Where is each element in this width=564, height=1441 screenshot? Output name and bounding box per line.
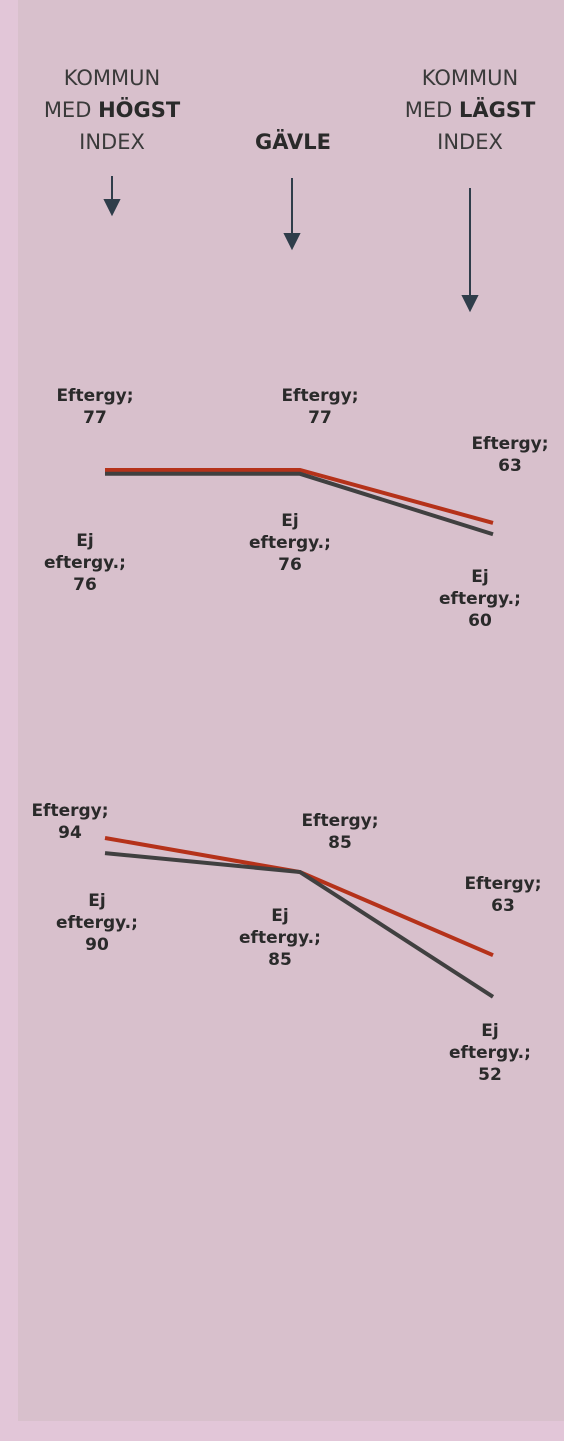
label-value: 52 bbox=[478, 1065, 502, 1085]
header-text: MED bbox=[43, 98, 92, 122]
label-name: Eftergy; bbox=[56, 386, 134, 406]
header-bold: LÄGST bbox=[458, 98, 536, 122]
data-label: Eftergy; 77 bbox=[270, 385, 370, 429]
label-value: 77 bbox=[308, 408, 332, 428]
data-label: Eftergy; 77 bbox=[45, 385, 145, 429]
label-value: 63 bbox=[491, 896, 515, 916]
label-name: Ej eftergy.; bbox=[239, 906, 321, 948]
arrows bbox=[103, 176, 479, 313]
label-name: Eftergy; bbox=[464, 874, 542, 894]
column-header: KOMMUN MED HÖGST INDEX bbox=[27, 62, 197, 158]
label-name: Eftergy; bbox=[471, 434, 549, 454]
header-line: MED HÖGST bbox=[27, 94, 197, 126]
data-label: Eftergy; 85 bbox=[290, 810, 390, 854]
data-label: Ej eftergy.; 76 bbox=[35, 530, 135, 596]
column-header: GÄVLE bbox=[208, 126, 378, 158]
arrow-head bbox=[461, 295, 479, 313]
label-name: Ej eftergy.; bbox=[249, 511, 331, 553]
label-value: 85 bbox=[328, 833, 352, 853]
data-label: Eftergy; 94 bbox=[20, 800, 120, 844]
header-bold: GÄVLE bbox=[254, 130, 332, 154]
header-line: INDEX bbox=[437, 130, 503, 154]
label-name: Ej eftergy.; bbox=[56, 891, 138, 933]
label-value: 90 bbox=[85, 935, 109, 955]
series-line bbox=[105, 468, 494, 525]
data-label: Eftergy; 63 bbox=[453, 873, 553, 917]
arrow-head bbox=[103, 199, 121, 217]
header-line: MED LÄGST bbox=[385, 94, 555, 126]
label-name: Ej eftergy.; bbox=[449, 1021, 531, 1063]
data-label: Eftergy; 63 bbox=[460, 433, 560, 477]
label-value: 94 bbox=[58, 823, 82, 843]
arrow-head bbox=[283, 233, 301, 251]
label-name: Eftergy; bbox=[31, 801, 109, 821]
header-line: KOMMUN bbox=[63, 66, 161, 90]
label-value: 77 bbox=[83, 408, 107, 428]
label-value: 76 bbox=[278, 555, 302, 575]
label-value: 76 bbox=[73, 575, 97, 595]
label-name: Eftergy; bbox=[281, 386, 359, 406]
label-value: 63 bbox=[498, 456, 522, 476]
data-label: Ej eftergy.; 85 bbox=[230, 905, 330, 971]
label-name: Eftergy; bbox=[301, 811, 379, 831]
header-text: MED bbox=[404, 98, 453, 122]
header-line: GÄVLE bbox=[208, 126, 378, 158]
data-label: Ej eftergy.; 76 bbox=[240, 510, 340, 576]
header-line: KOMMUN bbox=[421, 66, 519, 90]
series-line bbox=[104, 851, 495, 999]
label-name: Ej eftergy.; bbox=[44, 531, 126, 573]
label-name: Ej eftergy.; bbox=[439, 567, 521, 609]
label-value: 85 bbox=[268, 950, 292, 970]
header-bold: HÖGST bbox=[98, 98, 181, 122]
header-line: INDEX bbox=[79, 130, 145, 154]
data-label: Ej eftergy.; 90 bbox=[47, 890, 147, 956]
data-label: Ej eftergy.; 52 bbox=[440, 1020, 540, 1086]
label-value: 60 bbox=[468, 611, 492, 631]
column-header: KOMMUN MED LÄGST INDEX bbox=[385, 62, 555, 158]
series-line bbox=[105, 471, 494, 537]
data-label: Ej eftergy.; 60 bbox=[430, 566, 530, 632]
